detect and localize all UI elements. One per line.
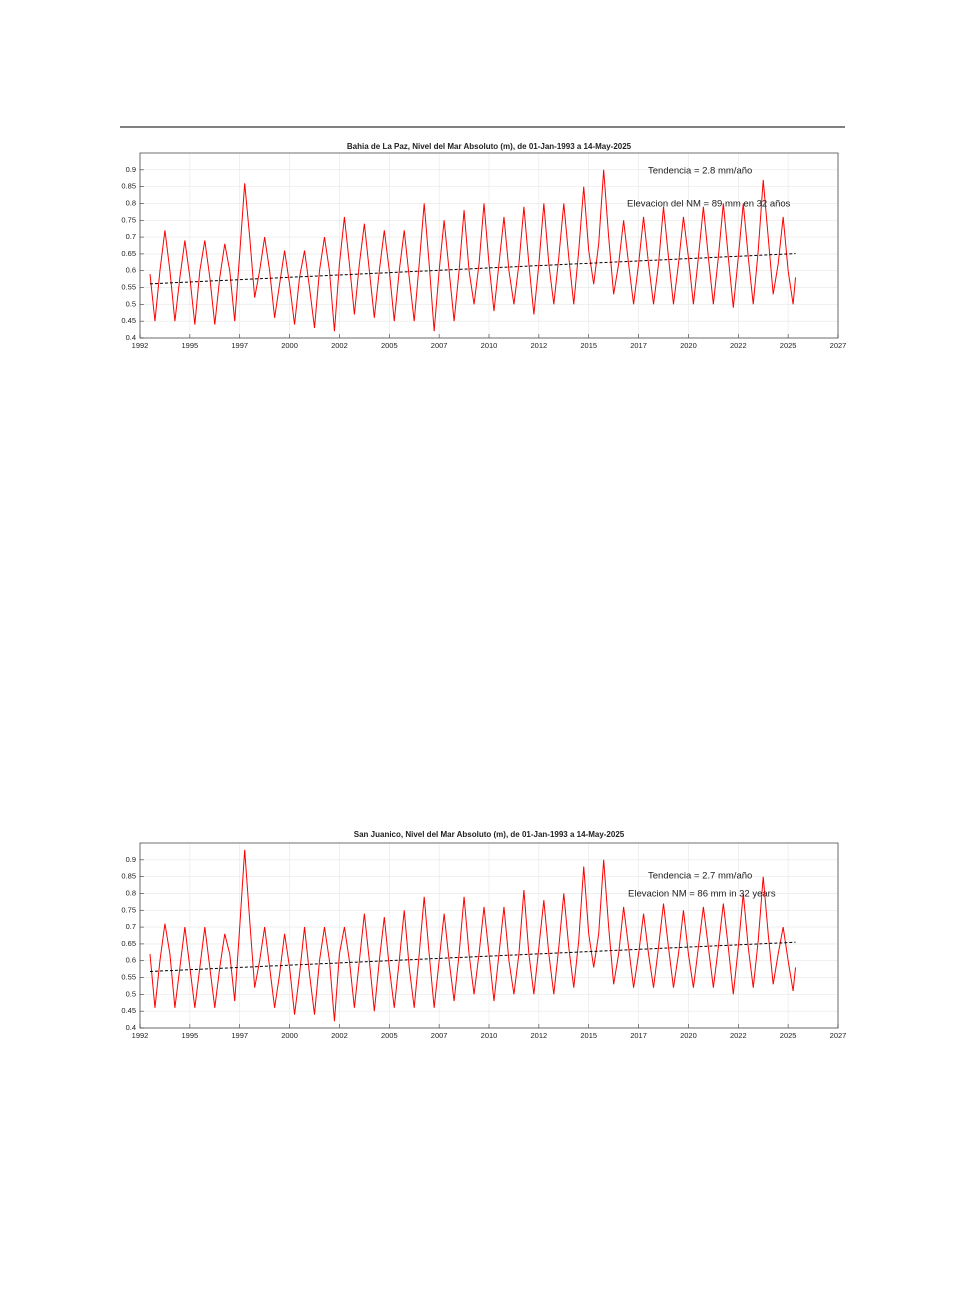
- y-tick-label: 0.7: [126, 232, 136, 241]
- x-tick-label: 2015: [580, 341, 597, 350]
- x-tick-label: 1992: [132, 1031, 149, 1040]
- y-tick-label: 0.5: [126, 989, 136, 998]
- x-tick-label: 2012: [531, 341, 548, 350]
- x-tick-label: 1997: [231, 1031, 248, 1040]
- x-tick-label: 2027: [830, 1031, 847, 1040]
- x-tick-label: 1995: [182, 341, 199, 350]
- annotation: Tendencia = 2.8 mm/año: [648, 166, 752, 177]
- y-tick-label: 0.4: [126, 333, 136, 342]
- y-tick-label: 0.6: [126, 956, 136, 965]
- plot-frame: [139, 842, 839, 1029]
- x-tick-label: 2015: [580, 1031, 597, 1040]
- y-tick-label: 0.7: [126, 922, 136, 931]
- x-tick-label: 2017: [630, 1031, 647, 1040]
- x-tick-label: 2025: [780, 341, 797, 350]
- y-tick-label: 0.8: [126, 888, 136, 897]
- y-tick-label: 0.85: [121, 182, 136, 191]
- annotation: Elevacion del NM = 89 mm en 32 años: [627, 199, 791, 210]
- sea-level-line: [149, 849, 797, 1022]
- y-tick-label: 0.55: [121, 283, 136, 292]
- y-tick-label: 0.45: [121, 1006, 136, 1015]
- y-tick-label: 0.4: [126, 1023, 136, 1032]
- x-tick-label: 2000: [281, 1031, 298, 1040]
- y-tick-label: 0.9: [126, 855, 136, 864]
- x-tick-label: 2002: [331, 1031, 348, 1040]
- y-tick-label: 0.5: [126, 299, 136, 308]
- y-tick-label: 0.85: [121, 872, 136, 881]
- x-tick-label: 2007: [431, 341, 448, 350]
- x-tick-label: 2010: [481, 1031, 498, 1040]
- y-tick-label: 0.6: [126, 266, 136, 275]
- x-tick-label: 1995: [182, 1031, 199, 1040]
- x-tick-label: 2025: [780, 1031, 797, 1040]
- y-tick-label: 0.8: [126, 198, 136, 207]
- x-tick-label: 2000: [281, 341, 298, 350]
- chart-title: San Juanico, Nivel del Mar Absoluto (m),…: [354, 830, 625, 839]
- annotation: Elevacion NM = 86 mm in 32 years: [628, 889, 776, 900]
- y-tick-label: 0.55: [121, 973, 136, 982]
- y-tick-label: 0.75: [121, 905, 136, 914]
- x-tick-label: 1997: [231, 341, 248, 350]
- x-tick-label: 2022: [730, 341, 747, 350]
- x-tick-label: 2017: [630, 341, 647, 350]
- x-tick-label: 2002: [331, 341, 348, 350]
- x-tick-label: 2020: [680, 341, 697, 350]
- y-tick-label: 0.65: [121, 939, 136, 948]
- x-tick-label: 2005: [381, 1031, 398, 1040]
- x-tick-label: 2010: [481, 341, 498, 350]
- y-tick-label: 0.9: [126, 165, 136, 174]
- chart-title: Bahia de La Paz, Nivel del Mar Absoluto …: [347, 142, 632, 151]
- y-tick-label: 0.45: [121, 316, 136, 325]
- annotation: Tendencia = 2.7 mm/año: [648, 871, 752, 882]
- x-tick-label: 2005: [381, 341, 398, 350]
- x-tick-label: 1992: [132, 341, 149, 350]
- x-tick-label: 2012: [531, 1031, 548, 1040]
- trend-line: [149, 253, 796, 285]
- x-tick-label: 2027: [830, 341, 847, 350]
- sea-level-line: [149, 169, 797, 332]
- x-tick-label: 2022: [730, 1031, 747, 1040]
- plot-frame: [139, 152, 839, 339]
- y-tick-label: 0.65: [121, 249, 136, 258]
- y-tick-label: 0.75: [121, 215, 136, 224]
- x-tick-label: 2020: [680, 1031, 697, 1040]
- x-tick-label: 2007: [431, 1031, 448, 1040]
- trend-line: [149, 941, 796, 972]
